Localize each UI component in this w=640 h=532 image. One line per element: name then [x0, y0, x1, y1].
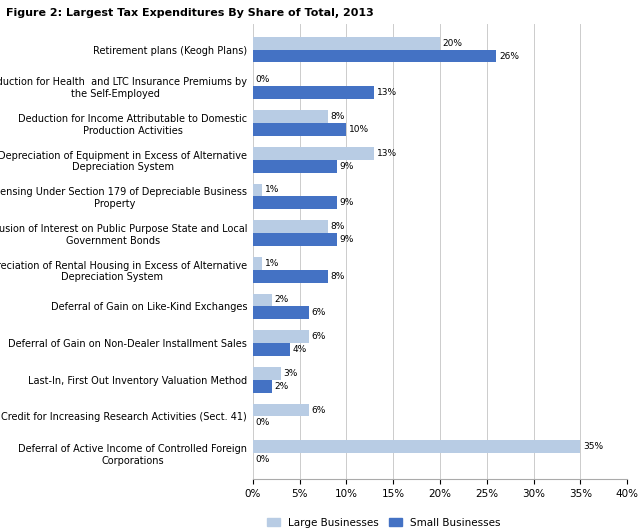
Bar: [253, 49, 496, 62]
Bar: [253, 270, 328, 282]
Bar: [253, 343, 291, 356]
Bar: [253, 404, 309, 417]
Bar: [253, 160, 337, 172]
Bar: [253, 86, 374, 99]
Text: 3%: 3%: [284, 369, 298, 378]
Text: 26%: 26%: [499, 52, 519, 61]
Bar: [253, 123, 346, 136]
Text: 6%: 6%: [312, 405, 326, 414]
Text: 6%: 6%: [312, 332, 326, 341]
Bar: [253, 147, 374, 160]
Text: 8%: 8%: [330, 272, 345, 281]
Text: 6%: 6%: [312, 309, 326, 317]
Bar: [253, 440, 580, 453]
Text: 0%: 0%: [255, 76, 270, 85]
Text: 0%: 0%: [255, 418, 270, 427]
Text: 2%: 2%: [275, 381, 289, 390]
Text: 8%: 8%: [330, 222, 345, 231]
Text: 9%: 9%: [340, 198, 354, 207]
Bar: [253, 380, 271, 393]
Bar: [253, 184, 262, 196]
Text: 13%: 13%: [378, 88, 397, 97]
Text: 35%: 35%: [583, 442, 604, 451]
Text: 1%: 1%: [265, 259, 279, 268]
Bar: [253, 110, 328, 123]
Text: 0%: 0%: [255, 455, 270, 464]
Bar: [253, 196, 337, 209]
Bar: [253, 294, 271, 306]
Text: 9%: 9%: [340, 162, 354, 171]
Text: 8%: 8%: [330, 112, 345, 121]
Bar: [253, 330, 309, 343]
Bar: [253, 37, 440, 49]
Text: 2%: 2%: [275, 295, 289, 304]
Text: 20%: 20%: [443, 39, 463, 48]
Text: 13%: 13%: [378, 149, 397, 158]
Bar: [253, 367, 281, 380]
Bar: [253, 220, 328, 233]
Text: 10%: 10%: [349, 125, 369, 134]
Legend: Large Businesses, Small Businesses: Large Businesses, Small Businesses: [263, 513, 505, 532]
Bar: [253, 257, 262, 270]
Bar: [253, 306, 309, 319]
Text: 1%: 1%: [265, 186, 279, 194]
Text: Figure 2: Largest Tax Expenditures By Share of Total, 2013: Figure 2: Largest Tax Expenditures By Sh…: [6, 8, 374, 18]
Text: 4%: 4%: [293, 345, 307, 354]
Text: 9%: 9%: [340, 235, 354, 244]
Bar: [253, 233, 337, 246]
